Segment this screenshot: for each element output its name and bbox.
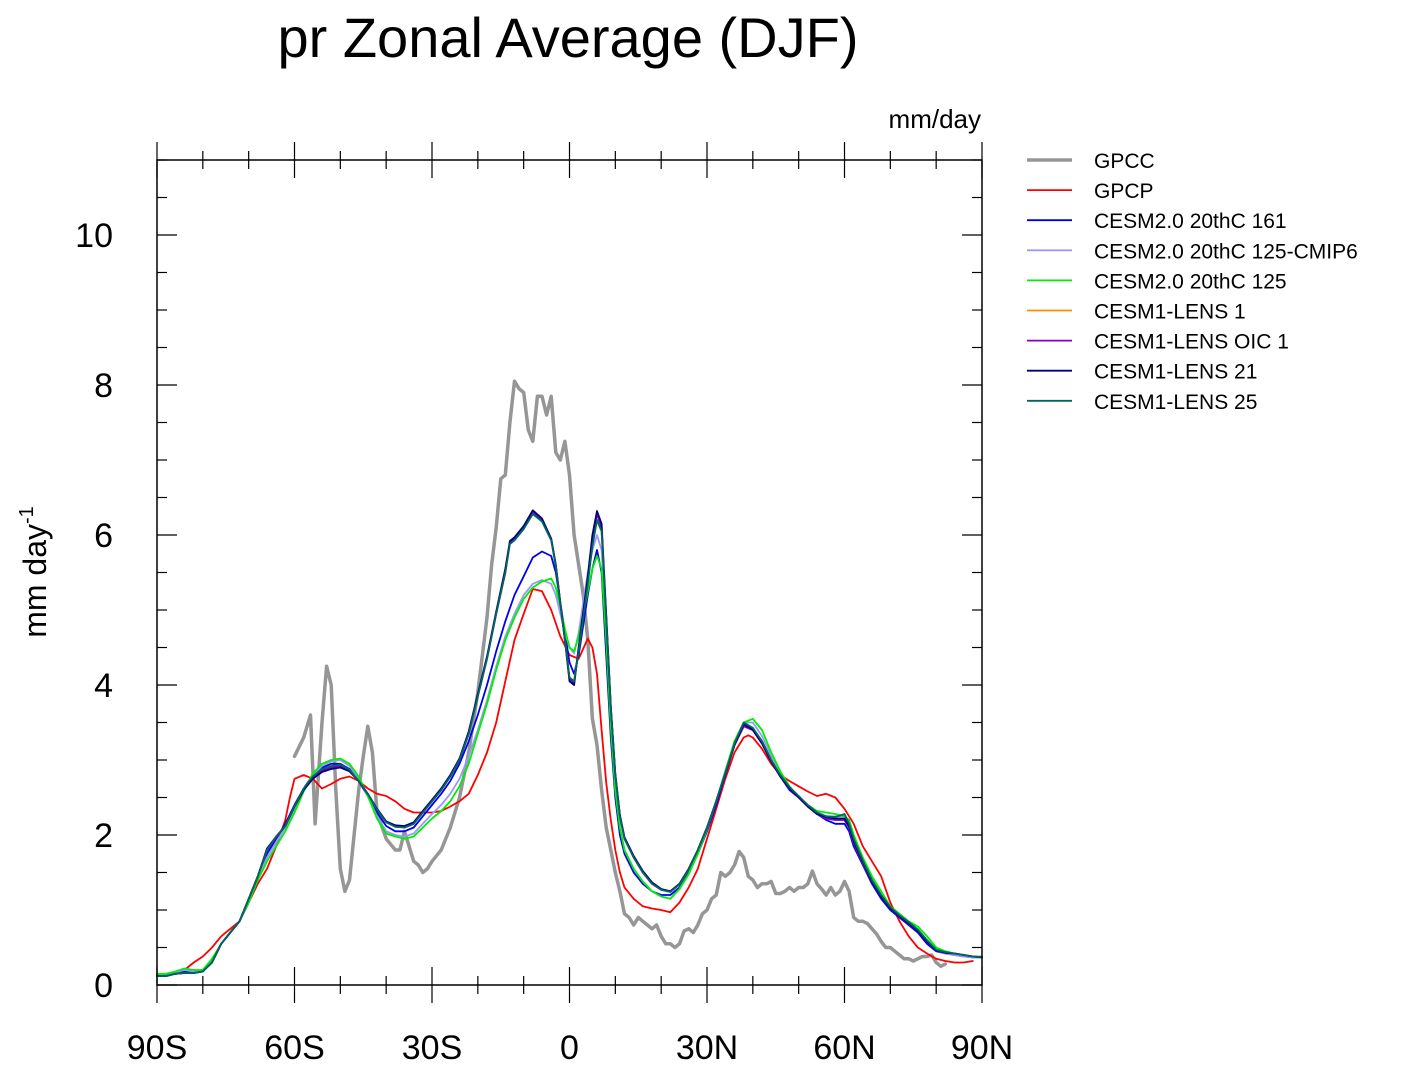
series-line-9: [156, 513, 983, 977]
units-label: mm/day: [889, 104, 981, 134]
y-tick-label: 4: [94, 667, 113, 705]
series-line-8: [156, 509, 983, 977]
legend-label: CESM2.0 20thC 125-CMIP6: [1094, 240, 1358, 263]
chart-title: pr Zonal Average (DJF): [278, 6, 859, 69]
legend-label: CESM1-LENS 21: [1094, 361, 1257, 384]
series-line-2: [156, 588, 974, 977]
y-tick-label: 6: [94, 517, 113, 555]
legend-label: CESM1-LENS OIC 1: [1094, 331, 1289, 354]
y-tick-label: 0: [94, 967, 113, 1005]
series-line-4: [156, 534, 983, 977]
y-tick-label: 8: [94, 367, 113, 405]
x-tick-label: 30N: [676, 1029, 738, 1067]
y-axis-label: mm day-1: [16, 506, 53, 638]
legend-label: CESM2.0 20thC 125: [1094, 270, 1287, 293]
x-tick-label: 90N: [951, 1029, 1013, 1067]
data-series: [156, 379, 983, 977]
legend-label: GPCP: [1094, 180, 1154, 203]
x-tick-label: 60S: [264, 1029, 325, 1067]
axis-tick-labels: 90S 60S 30S 0 30N 60N 90N 0 2 4 6 8 10: [75, 217, 1013, 1067]
legend-label: CESM2.0 20thC 161: [1094, 210, 1287, 233]
series-line-5: [156, 555, 983, 975]
y-tick-label: 2: [94, 817, 113, 855]
series-line-6: [156, 511, 983, 977]
x-tick-label: 30S: [402, 1029, 463, 1067]
x-tick-label: 60N: [813, 1029, 875, 1067]
series-line-1: [292, 379, 948, 969]
series-line-3: [156, 549, 983, 977]
y-axis-label-text: mm day: [17, 524, 53, 638]
y-axis-label-exponent: -1: [16, 506, 38, 524]
series-line-7: [156, 511, 983, 977]
legend-label: CESM1-LENS 25: [1094, 391, 1257, 414]
legend: GPCC GPCP CESM2.0 20thC 161 CESM2.0 20thC 1…: [1027, 150, 1358, 414]
x-tick-label: 0: [560, 1029, 579, 1067]
legend-label: CESM1-LENS 1: [1094, 301, 1246, 324]
axis-ticks: [156, 142, 983, 1003]
legend-label: GPCC: [1094, 150, 1155, 173]
x-tick-label: 90S: [127, 1029, 188, 1067]
y-tick-label: 10: [75, 217, 113, 255]
plot-frame: [156, 159, 983, 986]
